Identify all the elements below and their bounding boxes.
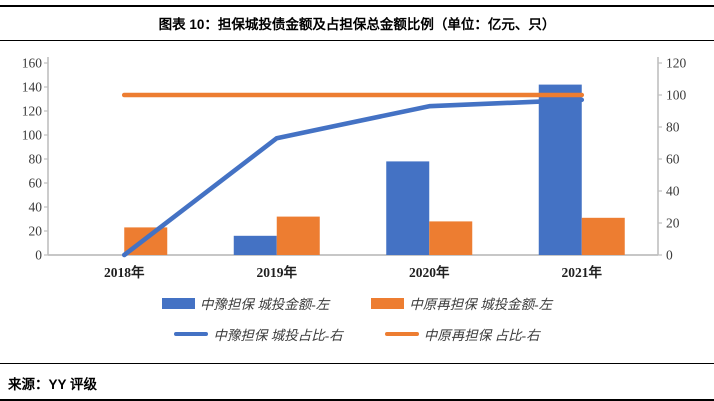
left-axis-tick-label: 0 [35, 248, 42, 263]
legend-label: 中原再担保 占比-右 [423, 328, 540, 343]
source-label: 来源：YY 评级 [8, 377, 98, 392]
x-axis-label: 2021年 [562, 264, 603, 280]
legend-row: 中豫担保 城投金额-左 中原再担保 城投金额-左 [161, 293, 552, 313]
left-axis-tick-label: 100 [22, 128, 43, 143]
legend-bar-swatch-icon [161, 297, 195, 309]
legend-item: 中豫担保 城投占比-右 [174, 324, 343, 344]
figure-header: 图表 10：担保城投债金额及占担保总金额比例（单位：亿元、只） [0, 5, 714, 41]
chart-area: 0 20 40 60 80 100 120 140 160 0 20 40 60 80 100 120 2018… [0, 48, 714, 286]
bar-series-1-cat-2 [429, 221, 473, 255]
bar-series-1-cat-1 [276, 216, 320, 255]
left-axis-tick-label: 120 [22, 104, 43, 119]
x-axis-label: 2018年 [104, 264, 145, 280]
legend-item: 中原再担保 城投金额-左 [371, 293, 552, 313]
right-axis-tick-label: 40 [666, 184, 680, 199]
legend-line-swatch-icon [384, 331, 419, 337]
legend-line-swatch-icon [174, 331, 209, 337]
legend-item: 中豫担保 城投金额-左 [161, 293, 330, 313]
figure-footer: 来源：YY 评级 [0, 363, 714, 401]
legend-bar-swatch-icon [371, 297, 405, 309]
chart-legend: 中豫担保 城投金额-左 中原再担保 城投金额-左中豫担保 城投占比-右 中原再担保 … [0, 293, 714, 344]
bar-series-0-cat-3 [538, 84, 582, 255]
bar-series-1-cat-3 [581, 217, 625, 255]
right-axis-tick-label: 80 [666, 120, 680, 135]
right-axis-tick-label: 20 [666, 216, 680, 231]
left-axis-tick-label: 60 [29, 176, 43, 191]
x-axis-label: 2020年 [409, 264, 450, 280]
left-axis-tick-label: 40 [29, 200, 43, 215]
left-axis-tick-label: 80 [29, 152, 43, 167]
x-axis-label: 2019年 [257, 264, 298, 280]
bar-series-0-cat-2 [386, 161, 430, 255]
right-axis-tick-label: 120 [666, 56, 687, 71]
chart-svg: 0 20 40 60 80 100 120 140 160 0 20 40 60 80 100 120 2018… [22, 56, 687, 281]
left-axis-tick-label: 20 [29, 224, 43, 239]
line-series-0 [121, 97, 585, 258]
legend-row: 中豫担保 城投占比-右 中原再担保 占比-右 [174, 324, 540, 344]
legend-item: 中原再担保 占比-右 [384, 324, 540, 344]
legend-label: 中豫担保 城投金额-左 [199, 297, 330, 312]
left-axis-tick-label: 160 [22, 56, 43, 71]
bar-series-0-cat-1 [233, 235, 277, 255]
right-axis-tick-label: 60 [666, 152, 680, 167]
legend-label: 中原再担保 城投金额-左 [409, 297, 553, 312]
left-axis-tick-label: 140 [22, 80, 43, 95]
figure-title: 图表 10：担保城投债金额及占担保总金额比例（单位：亿元、只） [158, 17, 556, 32]
right-axis-tick-label: 100 [666, 88, 687, 103]
legend-label: 中豫担保 城投占比-右 [213, 328, 343, 343]
right-axis-tick-label: 0 [666, 248, 673, 263]
